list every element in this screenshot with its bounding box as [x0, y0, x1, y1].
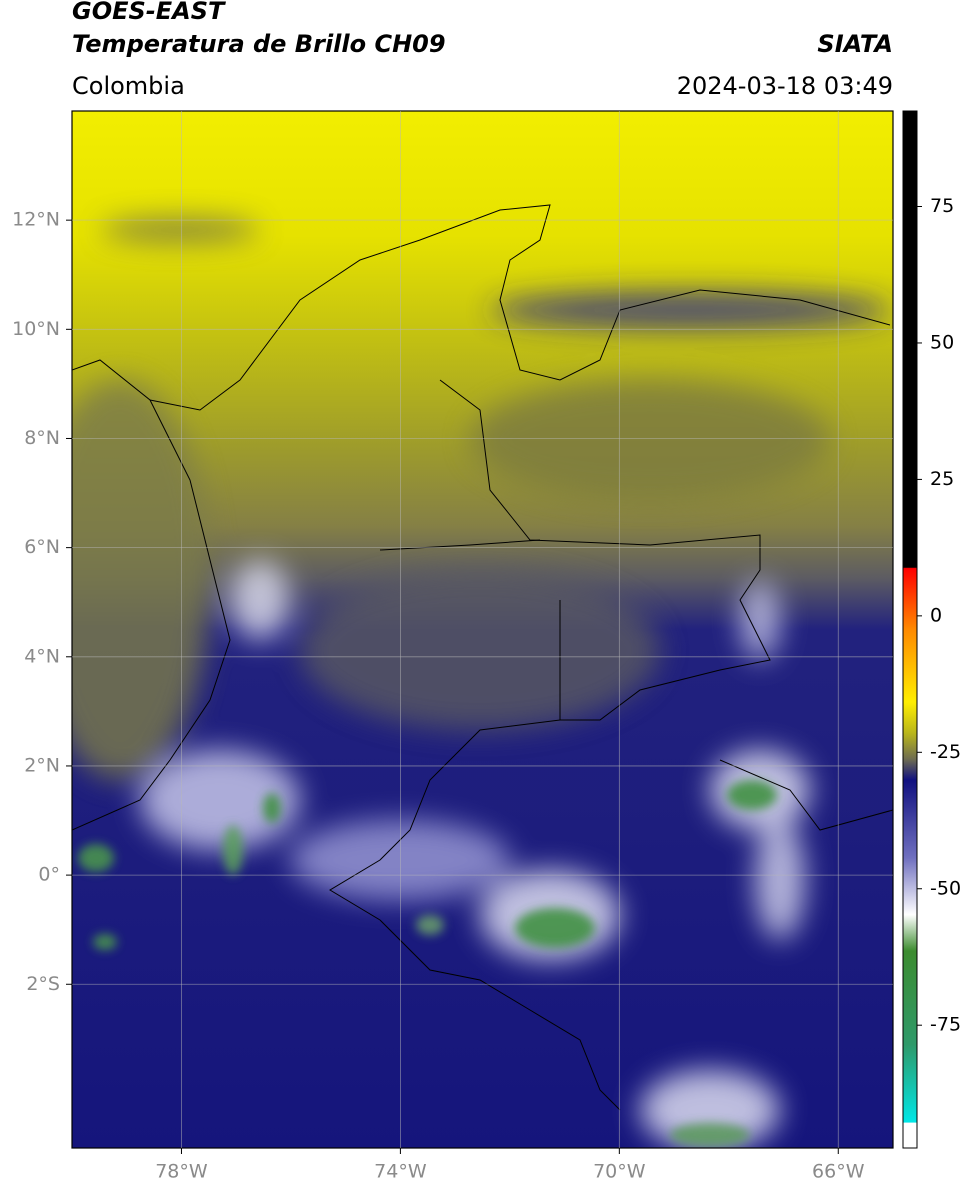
y-tick-label: 4°N [24, 645, 60, 667]
colorbar-label: -75 [930, 1014, 961, 1036]
colorbar-label: 25 [930, 468, 954, 490]
colorbar-label: 0 [930, 604, 942, 626]
y-tick-label: 10°N [12, 318, 60, 340]
source: SIATA [817, 30, 893, 58]
y-tick-label: 8°N [24, 427, 60, 449]
x-tick-label: 74°W [374, 1161, 427, 1183]
y-tick-label: 12°N [12, 209, 60, 231]
timestamp: 2024-03-18 03:49 [677, 72, 893, 100]
subtitle: Temperatura de Brillo CH09 [72, 30, 446, 58]
colorbar-label: 50 [930, 331, 954, 353]
x-tick-label: 78°W [155, 1161, 208, 1183]
satellite-image [72, 111, 893, 1148]
x-tick-label: 66°W [812, 1161, 865, 1183]
y-tick-label: 0° [38, 864, 60, 886]
colorbar-label: 75 [930, 195, 954, 217]
map-frame [71, 110, 894, 1149]
region: Colombia [72, 72, 185, 100]
y-tick-label: 2°S [26, 973, 60, 995]
colorbar-label: -25 [930, 741, 961, 763]
colorbar-label: -50 [930, 877, 961, 899]
colorbar [902, 110, 918, 1149]
x-tick-label: 70°W [593, 1161, 646, 1183]
y-tick-label: 6°N [24, 536, 60, 558]
y-tick-label: 2°N [24, 754, 60, 776]
title: GOES-EAST [72, 0, 226, 25]
